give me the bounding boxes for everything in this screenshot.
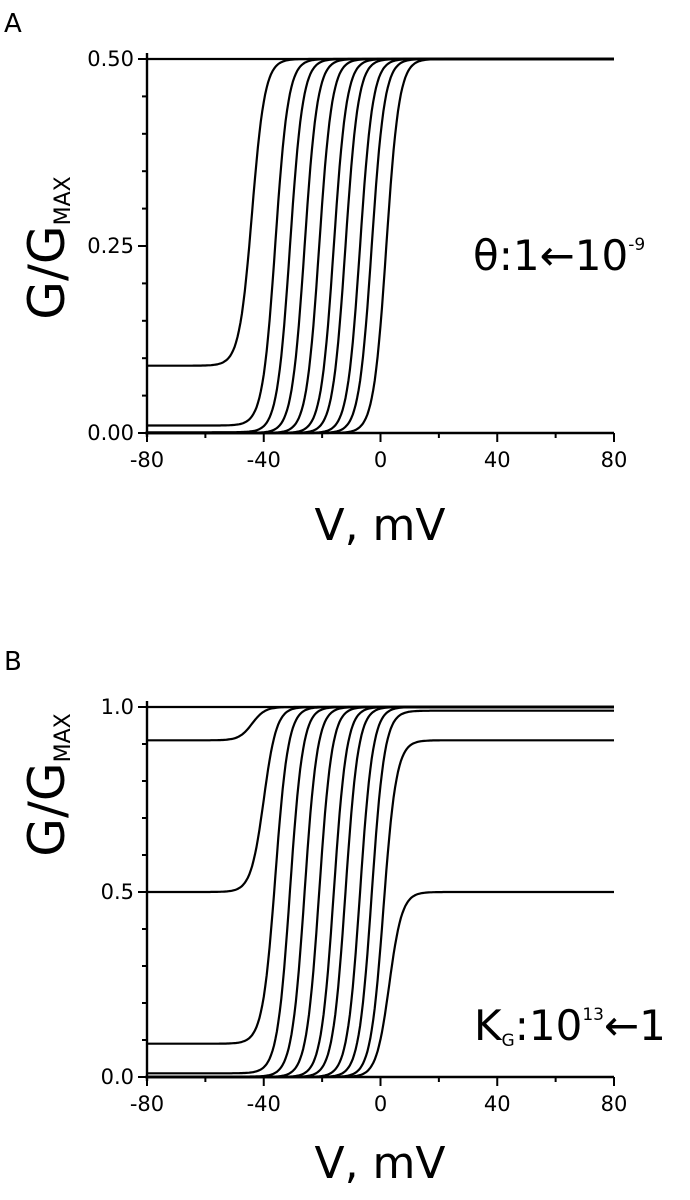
panel-b: B G/GMAX -80 -40 0 40 80 0.0 0.5 1.0 V, mV KG:… [4,647,666,1189]
panel-a-y-label-sub: MAX [51,176,76,225]
panel-b-plot-area [145,701,614,1081]
panel-b-annotation-base: :10 [515,1001,583,1050]
panel-a-annotation-theta: θ:1 [473,231,540,280]
panel-a-y-label-main: G/G [18,225,76,319]
panel-b-y-label-sub: MAX [51,713,76,762]
panel-b-label: B [4,647,22,677]
x-tick-label: -80 [130,1092,164,1116]
panel-b-annotation-arrow: ← [604,1001,639,1050]
y-tick-label: 0.25 [87,234,134,258]
x-tick-label: -40 [247,448,281,472]
x-tick-label: -80 [130,448,164,472]
panel-b-annotation: KG:1013←1 [474,1001,666,1051]
x-tick-label: -40 [247,1092,281,1116]
svg-text:G/GMAX: G/GMAX [18,176,76,319]
panel-a-label: A [4,9,22,39]
x-tick-label: 40 [484,448,511,472]
panel-b-annotation-exponent: 13 [582,1005,604,1025]
x-tick-label: 40 [484,1092,511,1116]
panel-a-annotation: θ:1←10-9 [473,231,645,280]
x-tick-label: 0 [374,448,387,472]
panel-a-x-axis-label: V, mV [314,500,445,551]
panel-a-x-ticks: -80 -40 0 40 80 [130,433,628,472]
y-tick-label: 0.00 [87,421,134,445]
panel-a: A G/GMAX -80 -40 0 40 80 0.000.250.50 V, mV … [4,9,645,551]
x-tick-label: 80 [601,448,628,472]
panel-a-annotation-base: 10 [575,231,628,280]
series-curve-11 [147,57,614,435]
series-curve-13 [147,890,614,1079]
y-tick-label: 0.50 [87,47,134,71]
panel-b-y-axis-label: G/GMAX [18,713,76,856]
x-tick-label: 80 [601,1092,628,1116]
x-tick-label: 0 [374,1092,387,1116]
svg-text:G/GMAX: G/GMAX [18,713,76,856]
panel-a-y-ticks: 0.00 0.25 0.50 [87,47,147,445]
panel-a-annotation-exponent: -9 [628,235,645,255]
panel-b-y-ticks: 0.0 0.5 1.0 [101,695,147,1089]
panel-b-x-ticks: -80 -40 0 40 80 [130,1077,628,1116]
panel-b-x-axis-label: V, mV [314,1138,445,1189]
panel-b-y-label-main: G/G [18,762,76,856]
panel-a-annotation-arrow: ← [540,231,575,280]
panel-b-annotation-k: K [474,1001,503,1050]
y-tick-label: 0.0 [101,1065,134,1089]
y-tick-label: 1.0 [101,695,134,719]
panel-b-annotation-end: 1 [639,1001,666,1050]
panel-b-annotation-subscript: G [502,1031,515,1051]
panel-a-y-axis-label: G/GMAX [18,176,76,319]
y-tick-label: 0.5 [101,880,134,904]
